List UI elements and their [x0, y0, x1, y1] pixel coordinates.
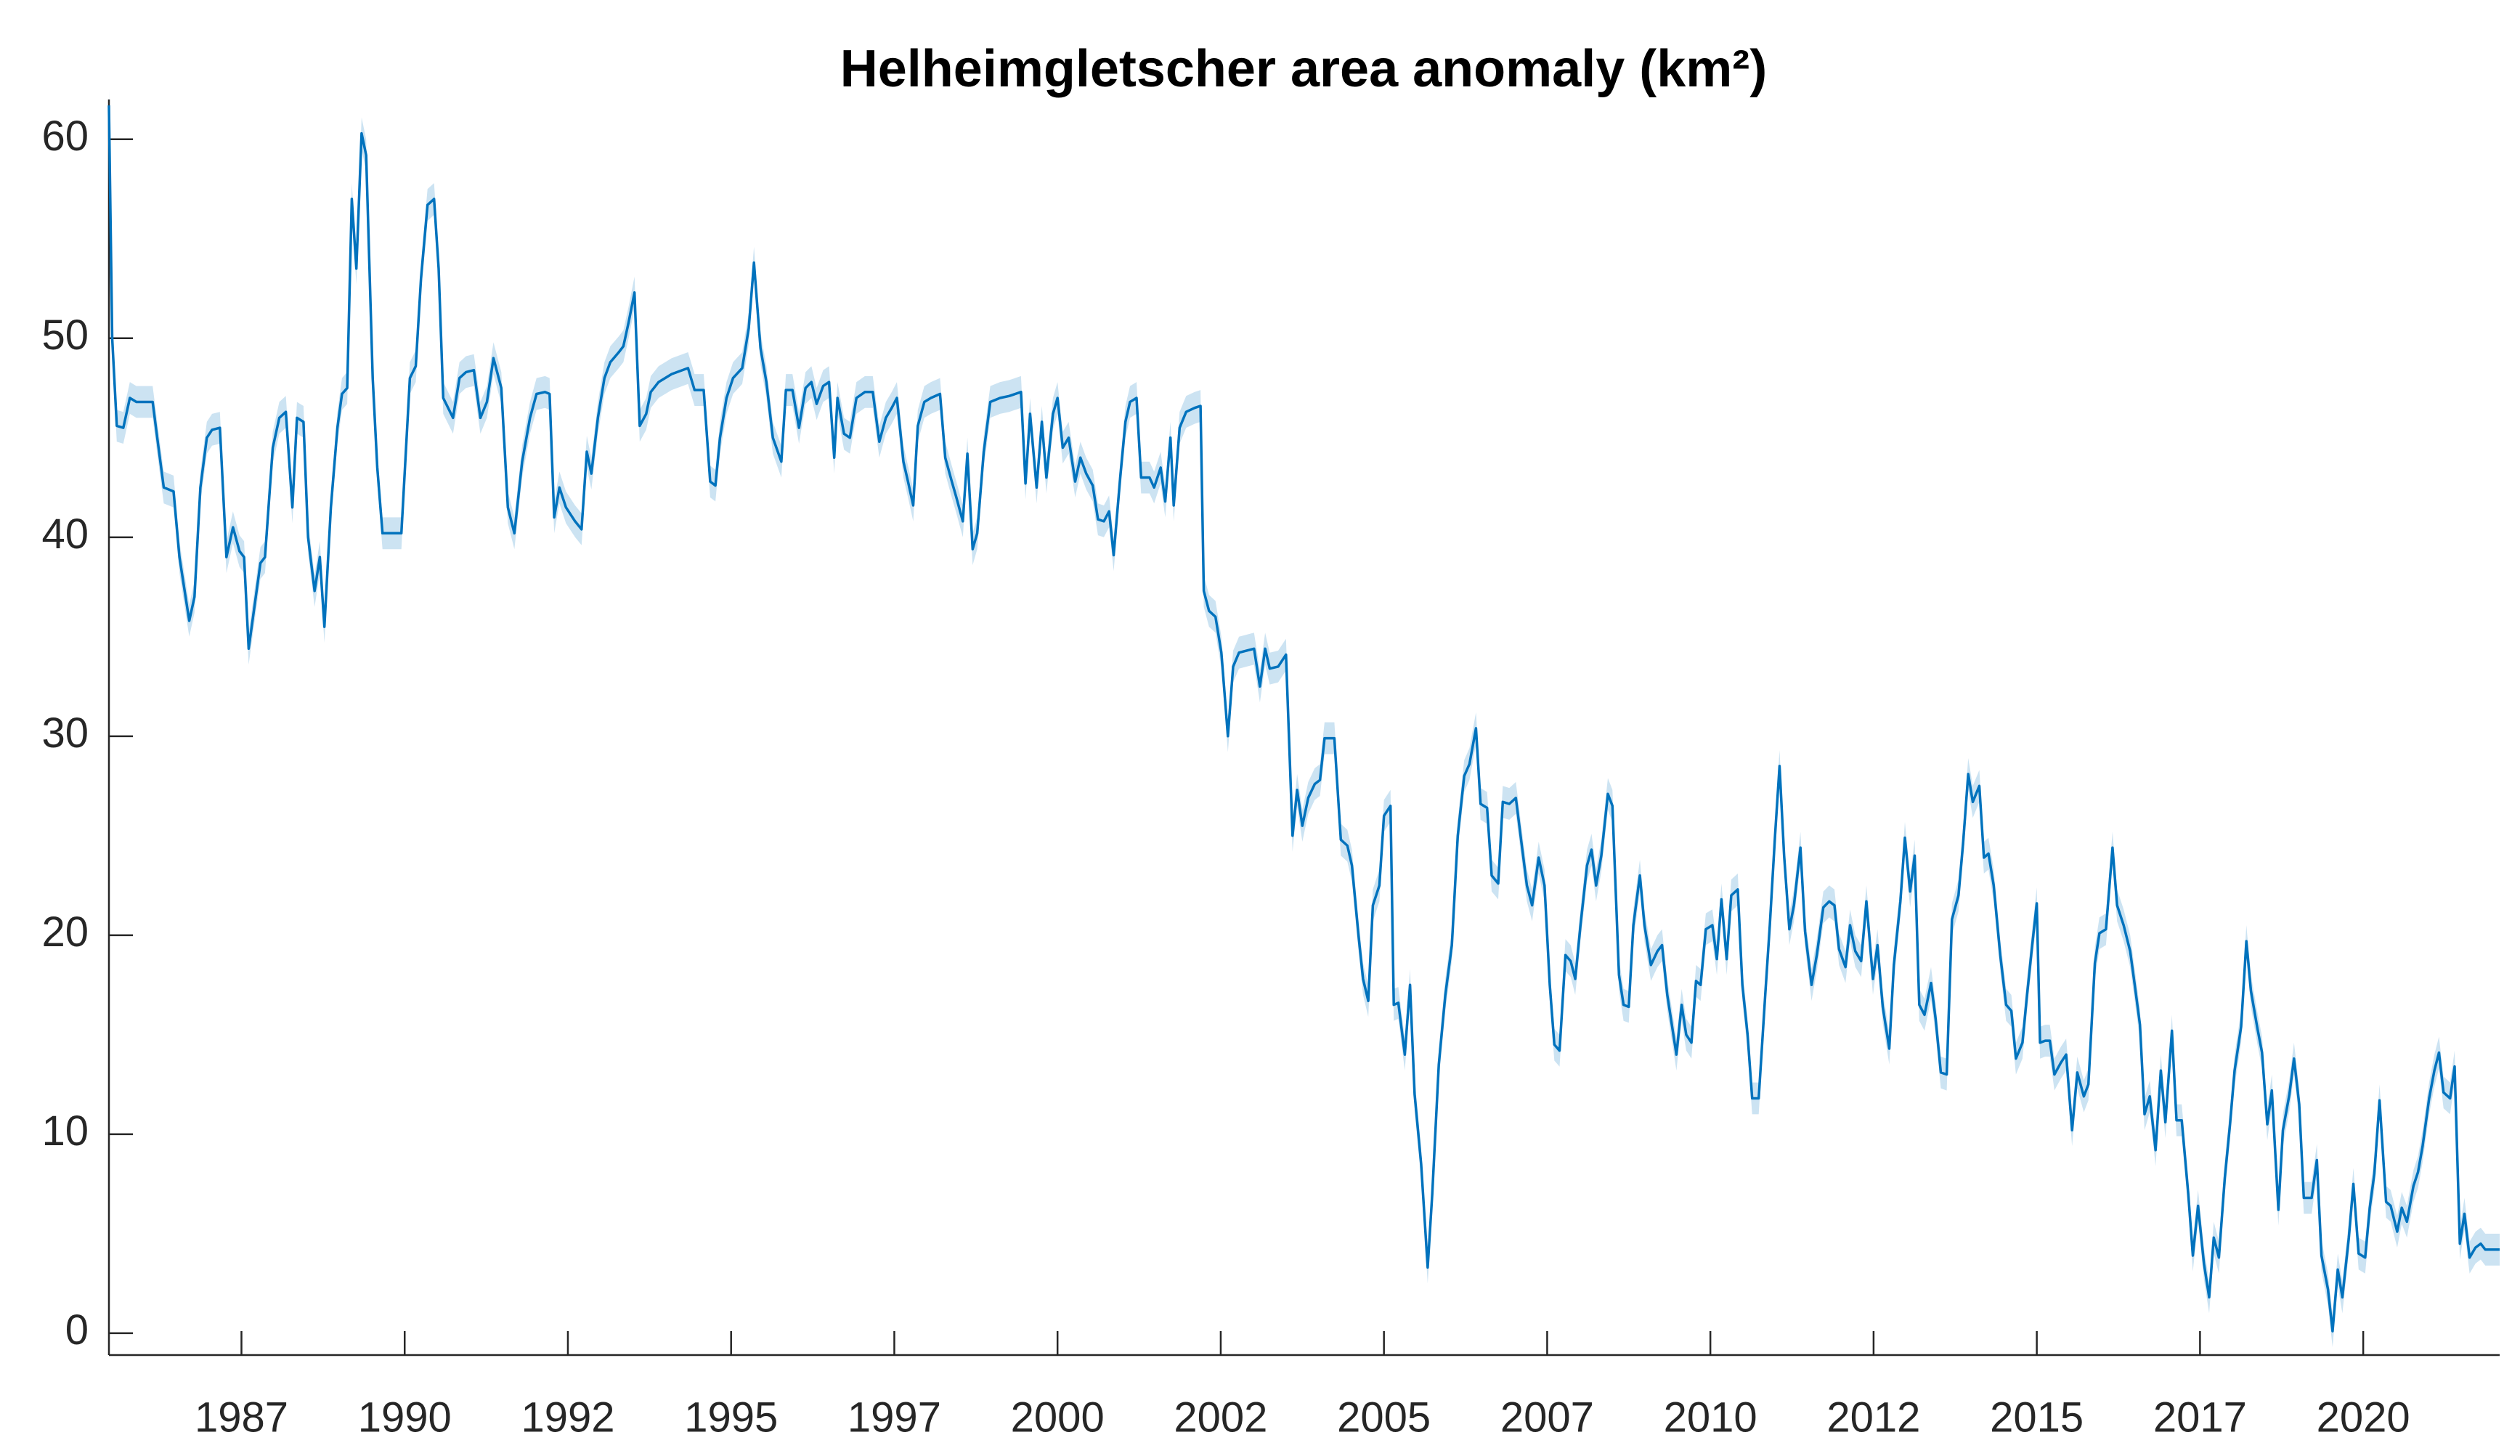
y-tick-label: 30	[41, 709, 89, 757]
y-tick-label: 10	[41, 1107, 89, 1155]
x-tick-label: 2010	[1664, 1394, 1757, 1441]
x-tick-label: 2012	[1826, 1394, 1920, 1441]
y-tick-label: 60	[41, 113, 89, 160]
x-tick-label: 1995	[684, 1394, 778, 1441]
data-line	[107, 105, 2500, 1333]
x-tick-label: 2007	[1500, 1394, 1594, 1441]
uncertainty-band	[109, 89, 2500, 1347]
x-tick-label: 1992	[521, 1394, 614, 1441]
y-tick-label: 0	[65, 1306, 89, 1354]
chart-title: Helheimgletscher area anomaly (km²)	[840, 40, 1768, 98]
x-tick-label: 2020	[2317, 1394, 2410, 1441]
x-tick-label: 2015	[1990, 1394, 2084, 1441]
y-tick-label: 20	[41, 908, 89, 956]
x-tick-label: 2002	[1174, 1394, 1267, 1441]
x-tick-label: 1997	[848, 1394, 941, 1441]
x-tick-label: 2017	[2153, 1394, 2247, 1441]
x-tick-label: 2005	[1337, 1394, 1431, 1441]
y-tick-label: 40	[41, 511, 89, 558]
y-tick-label: 50	[41, 312, 89, 359]
x-tick-label: 2000	[1011, 1394, 1105, 1441]
x-tick-label: 1987	[195, 1394, 288, 1441]
x-tick-label: 1990	[358, 1394, 452, 1441]
